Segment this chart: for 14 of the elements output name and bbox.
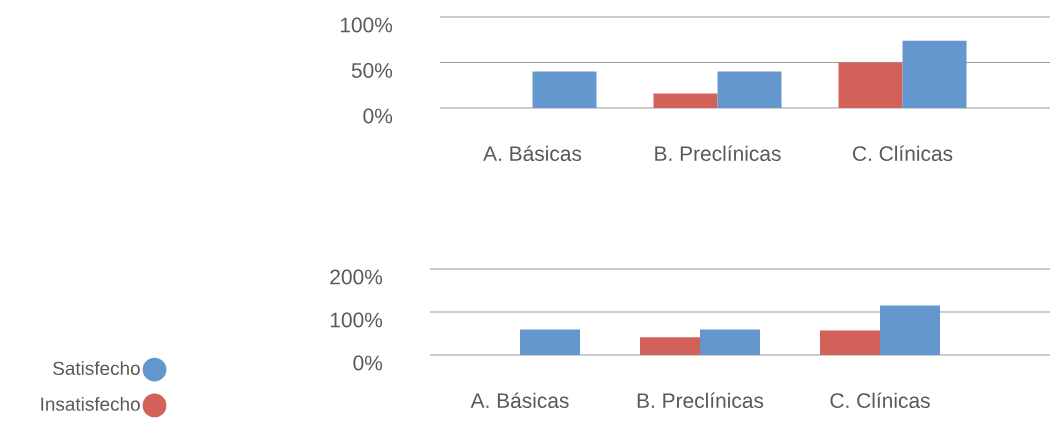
y-tick-label: 100% <box>330 312 383 328</box>
y-tick-label: 100% <box>340 17 393 33</box>
legend-label: Insatisfecho <box>41 396 140 411</box>
y-tick-label: 0% <box>363 108 393 124</box>
x-tick-label: B. Preclínicas <box>655 145 781 162</box>
y-tick-label: 0% <box>353 355 383 371</box>
legend-label: Satisfecho <box>53 361 140 376</box>
y-tick-label: 50% <box>351 63 393 78</box>
y-tick-label: 200% <box>330 269 383 285</box>
x-tick-label: B. Preclínicas <box>637 392 764 409</box>
x-tick-label: C. Clínicas <box>853 145 953 162</box>
x-tick-label: A. Básicas <box>483 145 582 162</box>
x-tick-label: C. Clínicas <box>830 392 930 409</box>
x-tick-label: A. Básicas <box>470 392 569 409</box>
